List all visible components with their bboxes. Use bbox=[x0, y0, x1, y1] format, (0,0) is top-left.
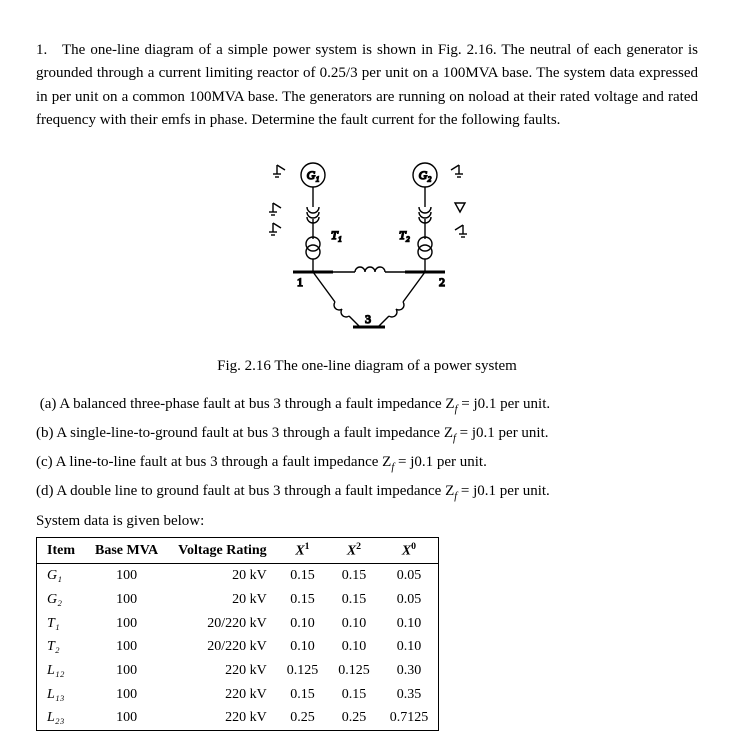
cell-vr: 220 kV bbox=[168, 659, 277, 683]
cell-item: L₂₃ bbox=[37, 706, 86, 730]
question-number: 1. bbox=[36, 42, 47, 58]
cell-item: T₂ bbox=[37, 635, 86, 659]
th-x2: X2 bbox=[328, 537, 380, 563]
th-x1: X1 bbox=[277, 537, 329, 563]
cell-item: G₁ bbox=[37, 564, 86, 588]
cell-x2: 0.10 bbox=[328, 635, 380, 659]
table-row: T₁10020/220 kV0.100.100.10 bbox=[37, 612, 439, 636]
question-block: 1. The one-line diagram of a simple powe… bbox=[36, 39, 698, 132]
cell-x1: 0.125 bbox=[277, 659, 329, 683]
system-data-label: System data is given below: bbox=[36, 510, 698, 533]
cell-mva: 100 bbox=[85, 612, 168, 636]
cell-vr: 220 kV bbox=[168, 706, 277, 730]
cell-x2: 0.15 bbox=[328, 564, 380, 588]
table-row: L₂₃100220 kV0.250.250.7125 bbox=[37, 706, 439, 730]
cell-x0: 0.10 bbox=[380, 612, 439, 636]
cell-mva: 100 bbox=[85, 683, 168, 707]
table-row: L₁₂100220 kV0.1250.1250.30 bbox=[37, 659, 439, 683]
table-row: T₂10020/220 kV0.100.100.10 bbox=[37, 635, 439, 659]
cell-mva: 100 bbox=[85, 564, 168, 588]
cell-mva: 100 bbox=[85, 706, 168, 730]
cell-vr: 20/220 kV bbox=[168, 635, 277, 659]
t2-label: T₂ bbox=[399, 228, 410, 242]
cell-x2: 0.25 bbox=[328, 706, 380, 730]
cell-x0: 0.35 bbox=[380, 683, 439, 707]
cell-x2: 0.15 bbox=[328, 683, 380, 707]
subpart-b: (b) A single-line-to-ground fault at bus… bbox=[36, 422, 698, 447]
cell-x1: 0.10 bbox=[277, 612, 329, 636]
cell-mva: 100 bbox=[85, 635, 168, 659]
cell-vr: 20 kV bbox=[168, 588, 277, 612]
system-data-table: Item Base MVA Voltage Rating X1 X2 X0 G₁… bbox=[36, 537, 439, 731]
cell-x2: 0.10 bbox=[328, 612, 380, 636]
cell-x1: 0.15 bbox=[277, 588, 329, 612]
cell-item: L₁₃ bbox=[37, 683, 86, 707]
cell-x2: 0.125 bbox=[328, 659, 380, 683]
table-row: L₁₃100220 kV0.150.150.35 bbox=[37, 683, 439, 707]
bus3-label: 3 bbox=[365, 312, 371, 326]
subpart-c: (c) A line-to-line fault at bus 3 throug… bbox=[36, 451, 698, 476]
cell-x0: 0.10 bbox=[380, 635, 439, 659]
cell-item: T₁ bbox=[37, 612, 86, 636]
g2-label: G₂ bbox=[419, 168, 432, 182]
cell-x0: 0.7125 bbox=[380, 706, 439, 730]
cell-x2: 0.15 bbox=[328, 588, 380, 612]
question-text: The one-line diagram of a simple power s… bbox=[36, 42, 698, 128]
cell-x0: 0.30 bbox=[380, 659, 439, 683]
cell-x1: 0.25 bbox=[277, 706, 329, 730]
t1-label: T₁ bbox=[331, 228, 342, 242]
th-vr: Voltage Rating bbox=[168, 537, 277, 563]
g1-label: G₁ bbox=[307, 168, 320, 182]
cell-x1: 0.10 bbox=[277, 635, 329, 659]
table-header-row: Item Base MVA Voltage Rating X1 X2 X0 bbox=[37, 537, 439, 563]
cell-item: L₁₂ bbox=[37, 659, 86, 683]
cell-x0: 0.05 bbox=[380, 564, 439, 588]
th-item: Item bbox=[37, 537, 86, 563]
cell-vr: 220 kV bbox=[168, 683, 277, 707]
one-line-diagram: G₁ T₁ 1 G₂ T₂ bbox=[36, 147, 698, 345]
subpart-d: (d) A double line to ground fault at bus… bbox=[36, 480, 698, 505]
figure-caption: Fig. 2.16 The one-line diagram of a powe… bbox=[36, 355, 698, 378]
cell-x0: 0.05 bbox=[380, 588, 439, 612]
subpart-a: (a) A balanced three-phase fault at bus … bbox=[36, 393, 698, 418]
cell-x1: 0.15 bbox=[277, 683, 329, 707]
cell-vr: 20 kV bbox=[168, 564, 277, 588]
cell-item: G₂ bbox=[37, 588, 86, 612]
table-body: G₁10020 kV0.150.150.05G₂10020 kV0.150.15… bbox=[37, 564, 439, 731]
cell-x1: 0.15 bbox=[277, 564, 329, 588]
cell-mva: 100 bbox=[85, 588, 168, 612]
th-x0: X0 bbox=[380, 537, 439, 563]
bus2-label: 2 bbox=[439, 275, 445, 289]
table-row: G₂10020 kV0.150.150.05 bbox=[37, 588, 439, 612]
cell-mva: 100 bbox=[85, 659, 168, 683]
th-mva: Base MVA bbox=[85, 537, 168, 563]
question-intro: 1. The one-line diagram of a simple powe… bbox=[36, 39, 698, 132]
cell-vr: 20/220 kV bbox=[168, 612, 277, 636]
bus1-label: 1 bbox=[297, 275, 303, 289]
table-row: G₁10020 kV0.150.150.05 bbox=[37, 564, 439, 588]
